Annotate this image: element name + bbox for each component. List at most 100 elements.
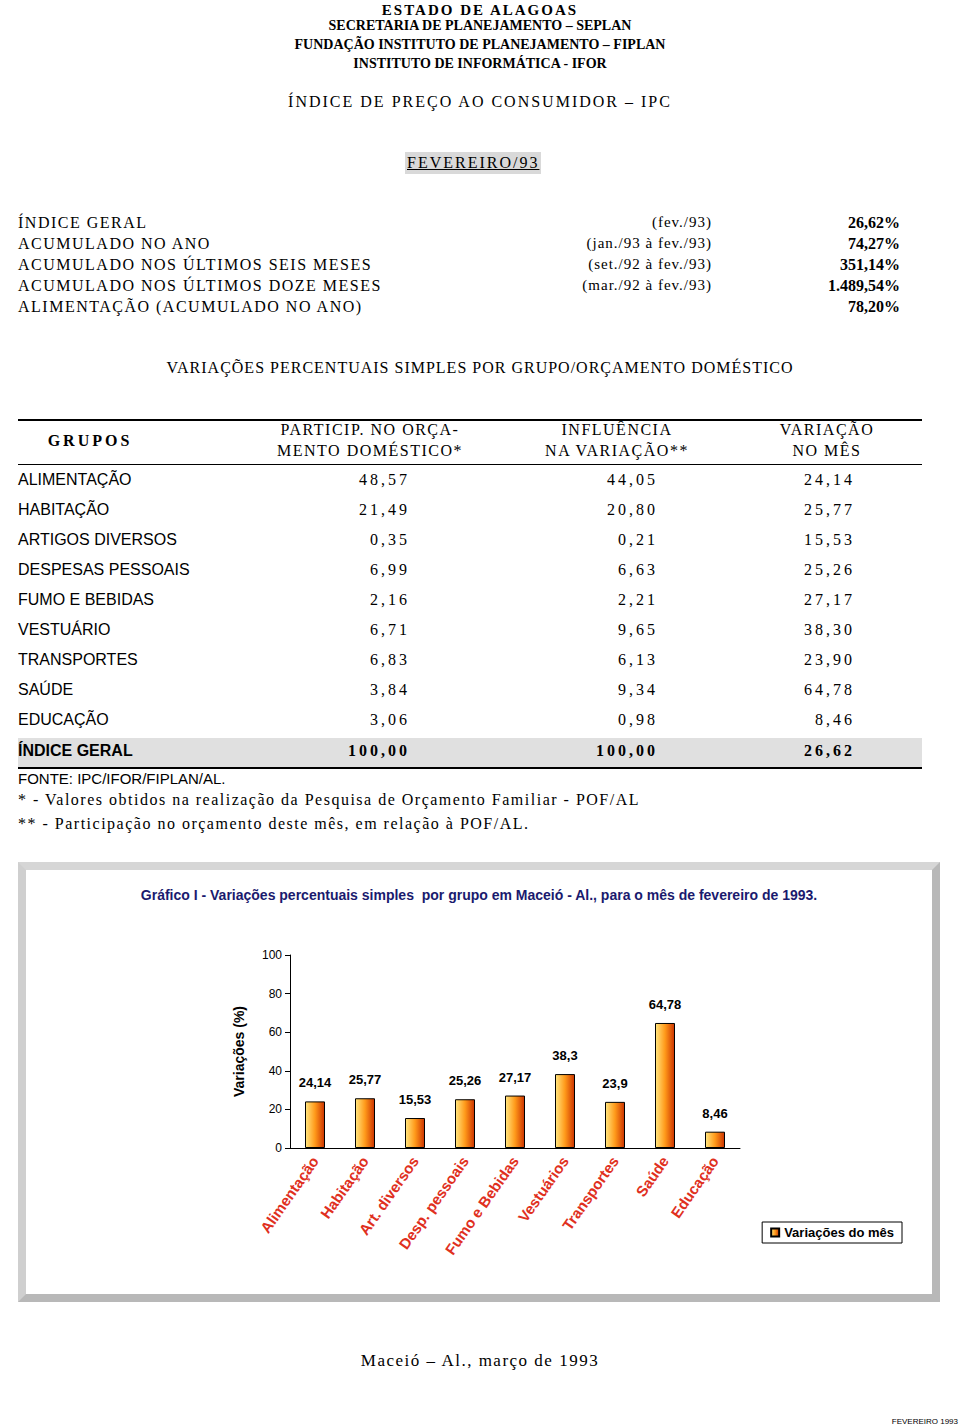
- html-text:GRUPOS: GRUPOS: [47, 432, 133, 449]
- html-text:20,80: 20,80: [607, 501, 658, 518]
- html-text:NA VARIAÇÃO**: NA VARIAÇÃO**: [545, 442, 689, 459]
- html-text:64,78: 64,78: [804, 681, 855, 698]
- svg-text:Desp. pessoais: Desp. pessoais: [395, 1153, 472, 1253]
- svg-text:Saúde: Saúde: [632, 1153, 672, 1200]
- svg-text:15,53: 15,53: [399, 1092, 432, 1107]
- html-text:2,21: 2,21: [618, 591, 658, 608]
- html-text:VESTUÁRIO: VESTUÁRIO: [18, 621, 111, 638]
- html-text:8,46: 8,46: [815, 711, 855, 728]
- html-text:6,63: 6,63: [618, 561, 658, 578]
- html-text:(mar./92 à fev./93): (mar./92 à fev./93): [582, 277, 712, 293]
- html-text:DESPESAS PESSOAIS: DESPESAS PESSOAIS: [18, 561, 190, 578]
- html-text:26,62: 26,62: [804, 742, 855, 759]
- html-text:ARTIGOS DIVERSOS: ARTIGOS DIVERSOS: [18, 531, 177, 548]
- svg-text:Alimentação: Alimentação: [257, 1153, 322, 1236]
- html-text:44,05: 44,05: [607, 471, 658, 488]
- html-text:(jan./93 à fev./93): (jan./93 à fev./93): [586, 235, 712, 251]
- html-text:38,30: 38,30: [804, 621, 855, 638]
- html-text:3,06: 3,06: [370, 711, 410, 728]
- html-text:PARTICIP. NO ORÇA-: PARTICIP. NO ORÇA-: [280, 421, 460, 438]
- svg-text:8,46: 8,46: [702, 1106, 727, 1121]
- html-text:ÍNDICE GERAL: ÍNDICE GERAL: [18, 214, 148, 231]
- html-text:FONTE: IPC/IFOR/FIPLAN/AL.: FONTE: IPC/IFOR/FIPLAN/AL.: [18, 770, 226, 787]
- html-text:FUNDAÇÃO INSTITUTO DE PLANEJAM: FUNDAÇÃO INSTITUTO DE PLANEJAMENTO – FIP…: [294, 37, 666, 52]
- html-text:21,49: 21,49: [359, 501, 410, 518]
- svg-text:60: 60: [269, 1025, 283, 1039]
- html-text:26,62%: 26,62%: [848, 214, 900, 231]
- html-text:27,17: 27,17: [804, 591, 855, 608]
- svg-text:100: 100: [262, 948, 282, 962]
- html-text:9,34: 9,34: [618, 681, 658, 698]
- svg-text:20: 20: [269, 1102, 283, 1116]
- html-text:ALIMENTAÇÃO: ALIMENTAÇÃO: [18, 471, 132, 488]
- html-text:VARIAÇÕES PERCENTUAIS SIMPLES: VARIAÇÕES PERCENTUAIS SIMPLES POR GRUPO/…: [166, 359, 794, 376]
- html-text:** - Participação no orçamento: ** - Participação no orçamento deste mês…: [18, 815, 530, 832]
- html-text:VARIAÇÃO: VARIAÇÃO: [779, 421, 875, 438]
- html-text:6,83: 6,83: [370, 651, 410, 668]
- html-text:ACUMULADO NOS ÚLTIMOS DOZE MES: ACUMULADO NOS ÚLTIMOS DOZE MESES: [18, 277, 382, 294]
- html-text:ACUMULADO NOS ÚLTIMOS SEIS MES: ACUMULADO NOS ÚLTIMOS SEIS MESES: [18, 256, 373, 273]
- html-text:(set./92 à fev./93): (set./92 à fev./93): [588, 256, 712, 272]
- svg-text:Habitação: Habitação: [317, 1153, 372, 1221]
- html-text:0,98: 0,98: [618, 711, 658, 728]
- html-text:24,14: 24,14: [804, 471, 855, 488]
- html-text:ESTADO DE ALAGOAS: ESTADO DE ALAGOAS: [381, 2, 579, 18]
- svg-text:25,77: 25,77: [349, 1072, 382, 1087]
- svg-text:Educação: Educação: [667, 1153, 722, 1221]
- svg-text:27,17: 27,17: [499, 1070, 532, 1085]
- html-text:(fev./93): (fev./93): [651, 214, 712, 230]
- html-text:MENTO DOMÉSTICO*: MENTO DOMÉSTICO*: [277, 442, 463, 459]
- html-text:HABITAÇÃO: HABITAÇÃO: [18, 501, 110, 518]
- html-text:6,71: 6,71: [370, 621, 410, 638]
- html-text:48,57: 48,57: [359, 471, 410, 488]
- html-text:6,13: 6,13: [618, 651, 658, 668]
- svg-text:Transportes: Transportes: [559, 1153, 622, 1233]
- svg-text:80: 80: [269, 987, 283, 1001]
- svg-text:40: 40: [269, 1064, 283, 1078]
- html-text:NO MÊS: NO MÊS: [792, 442, 862, 459]
- html-text:FEVEREIRO/93: FEVEREIRO/93: [407, 154, 540, 171]
- html-text:0,35: 0,35: [370, 531, 410, 548]
- html-text:ACUMULADO NO ANO: ACUMULADO NO ANO: [18, 235, 211, 252]
- html-text:351,14%: 351,14%: [840, 256, 900, 273]
- svg-text:0: 0: [275, 1141, 282, 1155]
- html-text:6,99: 6,99: [370, 561, 410, 578]
- html-text:25,77: 25,77: [804, 501, 855, 518]
- html-text:3,84: 3,84: [370, 681, 410, 698]
- html-text:ÍNDICE DE PREÇO AO CONSUMIDOR: ÍNDICE DE PREÇO AO CONSUMIDOR – IPC: [288, 93, 672, 110]
- html-text:100,00: 100,00: [348, 742, 410, 759]
- html-text:INSTITUTO DE INFORMÁTICA - IFO: INSTITUTO DE INFORMÁTICA - IFOR: [353, 56, 607, 71]
- svg-text:Art. diversos: Art. diversos: [355, 1153, 422, 1238]
- html-text:Maceió – Al., março de 1993: Maceió – Al., março de 1993: [360, 1351, 600, 1370]
- html-text:ÍNDICE GERAL: ÍNDICE GERAL: [18, 742, 133, 759]
- svg-text:25,26: 25,26: [449, 1073, 482, 1088]
- html-text:FUMO E BEBIDAS: FUMO E BEBIDAS: [18, 591, 154, 608]
- html-text:78,20%: 78,20%: [848, 298, 900, 315]
- html-text:FEVEREIRO 1993: FEVEREIRO 1993: [891, 1417, 958, 1426]
- svg-text:38,3: 38,3: [552, 1048, 577, 1063]
- html-text:100,00: 100,00: [596, 742, 658, 759]
- html-text:SAÚDE: SAÚDE: [18, 681, 74, 698]
- html-text:INFLUÊNCIA: INFLUÊNCIA: [561, 421, 673, 438]
- svg-text:Variações do mês: Variações do mês: [784, 1225, 894, 1240]
- html-text:TRANSPORTES: TRANSPORTES: [18, 651, 138, 668]
- svg-text:Fumo e Bebidas: Fumo e Bebidas: [442, 1153, 522, 1258]
- svg-text:Vestuários: Vestuários: [514, 1153, 571, 1225]
- svg-text:23,9: 23,9: [602, 1076, 627, 1091]
- html-text:SECRETARIA DE PLANEJAMENTO – S: SECRETARIA DE PLANEJAMENTO – SEPLAN: [328, 18, 632, 33]
- html-text:74,27%: 74,27%: [848, 235, 900, 252]
- svg-text:Gráfico I - Variações percentu: Gráfico I - Variações percentuais simple…: [141, 887, 817, 903]
- html-text:EDUCAÇÃO: EDUCAÇÃO: [18, 711, 109, 728]
- html-text:15,53: 15,53: [804, 531, 855, 548]
- html-text:2,16: 2,16: [370, 591, 410, 608]
- html-text:9,65: 9,65: [618, 621, 658, 638]
- svg-text:64,78: 64,78: [649, 997, 682, 1012]
- html-text:* - Valores obtidos na realiza: * - Valores obtidos na realização da Pes…: [18, 791, 640, 808]
- svg-text:Variações (%): Variações (%): [231, 1006, 247, 1097]
- svg-text:24,14: 24,14: [299, 1075, 332, 1090]
- html-text:ALIMENTAÇÃO (ACUMULADO NO ANO): ALIMENTAÇÃO (ACUMULADO NO ANO): [18, 298, 363, 315]
- html-text:1.489,54%: 1.489,54%: [828, 277, 900, 294]
- html-text:25,26: 25,26: [804, 561, 855, 578]
- html-text:0,21: 0,21: [618, 531, 658, 548]
- html-text:23,90: 23,90: [804, 651, 855, 668]
